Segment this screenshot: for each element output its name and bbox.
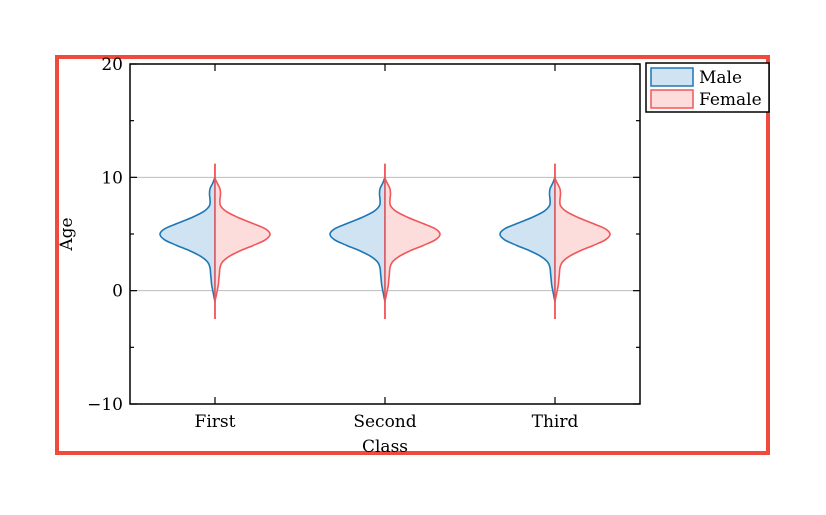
x-axis-ticks: First Second Third xyxy=(195,64,579,432)
violin-fill-female xyxy=(214,163,271,319)
violin-outline-male xyxy=(159,177,216,303)
legend-label-female: Female xyxy=(699,90,762,110)
y-tick-label: 0 xyxy=(112,282,123,302)
x-tick-label: Second xyxy=(353,412,416,432)
y-tick-label: −10 xyxy=(87,395,123,415)
x-axis-label: Class xyxy=(362,437,408,457)
violin-outline-female xyxy=(554,163,611,320)
violin-outline-female xyxy=(214,163,271,320)
x-tick-label: Third xyxy=(532,412,579,432)
violin-fill-male xyxy=(499,177,555,302)
y-tick-label: 20 xyxy=(101,55,123,75)
highlight-box xyxy=(55,55,770,455)
y-tick-label: 10 xyxy=(101,168,123,188)
x-tick-label: First xyxy=(195,412,236,432)
violin-fill-female xyxy=(384,163,441,319)
violin-outline-male xyxy=(499,177,556,303)
legend: Male Female xyxy=(645,62,770,113)
y-axis-label: Age xyxy=(57,217,77,251)
legend-swatch-male xyxy=(650,67,694,87)
violin-fill-female xyxy=(554,163,611,319)
violin-fill-male xyxy=(329,177,385,302)
violin-layer xyxy=(159,163,611,320)
violin-outline-male xyxy=(329,177,386,303)
violin-fill-male xyxy=(159,177,215,302)
legend-label-male: Male xyxy=(699,68,742,88)
legend-swatch-female xyxy=(650,89,694,109)
y-axis-ticks: −10 0 10 20 xyxy=(87,55,640,415)
violin-outline-female xyxy=(384,163,441,320)
